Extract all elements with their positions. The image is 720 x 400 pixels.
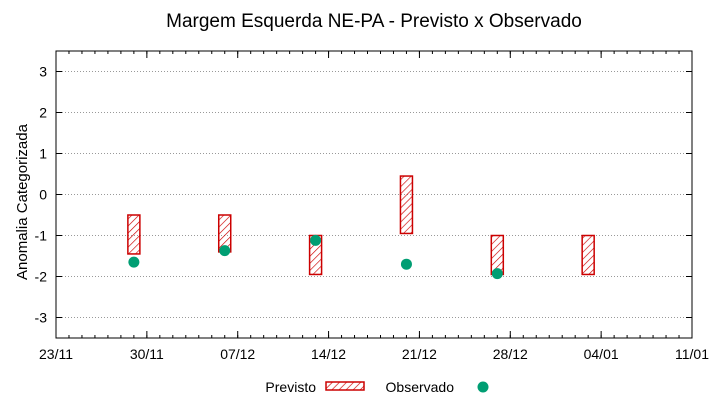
previsto-range-box xyxy=(399,175,414,235)
y-tick-label: -1 xyxy=(35,228,48,244)
x-tick-label: 21/12 xyxy=(402,346,437,362)
data-marks xyxy=(127,175,595,280)
legend: Previsto Observado xyxy=(265,379,489,395)
observado-point xyxy=(491,268,503,280)
chart-title: Margem Esquerda NE-PA - Previsto x Obser… xyxy=(166,11,582,32)
legend-label-previsto: Previsto xyxy=(265,379,316,395)
x-tick-label: 14/12 xyxy=(311,346,346,362)
observado-point xyxy=(219,245,231,257)
y-axis-label: Anomalia Categorizada xyxy=(14,123,31,280)
x-tick-label: 07/12 xyxy=(220,346,255,362)
x-tick-label: 28/12 xyxy=(493,346,528,362)
grid xyxy=(56,71,692,318)
y-tick-label: 0 xyxy=(39,187,47,203)
y-tick-label: -2 xyxy=(35,269,48,285)
y-tick-label: 2 xyxy=(39,105,47,121)
x-tick-label: 30/11 xyxy=(130,346,164,362)
legend-swatch-previsto xyxy=(325,381,365,391)
x-tick-label: 11/01 xyxy=(675,346,709,362)
y-tick-label: 1 xyxy=(39,146,47,162)
x-tick-label: 23/11 xyxy=(39,346,73,362)
y-tick-label: -3 xyxy=(35,310,48,326)
previsto-range-box xyxy=(127,214,141,255)
observado-point xyxy=(128,256,140,268)
observado-point xyxy=(400,258,412,270)
legend-label-observado: Observado xyxy=(386,379,455,395)
y-tick-label: 3 xyxy=(39,64,47,80)
x-tick-label: 04/01 xyxy=(584,346,619,362)
observado-point xyxy=(310,234,322,246)
axes: -3 -2 -1 0 1 2 3 23/11 30/11 07/12 14/12 21/12 28/12… xyxy=(35,51,709,362)
previsto-range-box xyxy=(581,234,595,276)
legend-swatch-observado xyxy=(477,381,489,393)
